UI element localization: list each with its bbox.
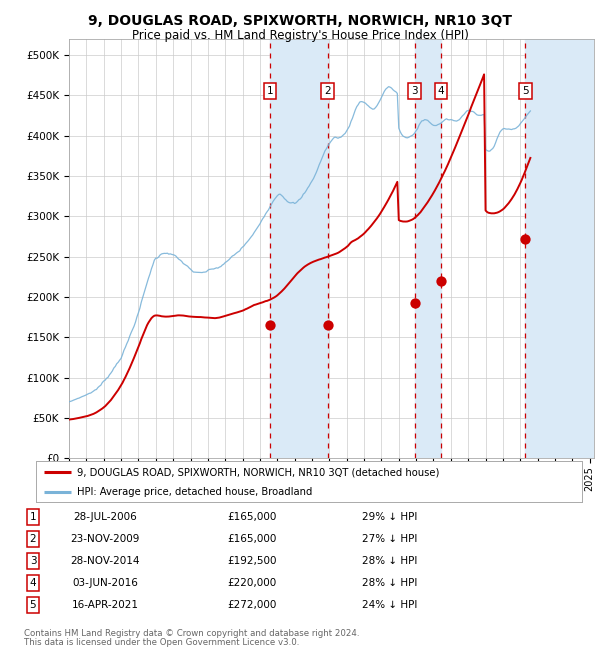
Text: Price paid vs. HM Land Registry's House Price Index (HPI): Price paid vs. HM Land Registry's House …	[131, 29, 469, 42]
Text: 03-JUN-2016: 03-JUN-2016	[72, 578, 138, 588]
Text: £165,000: £165,000	[227, 512, 277, 522]
Text: 9, DOUGLAS ROAD, SPIXWORTH, NORWICH, NR10 3QT (detached house): 9, DOUGLAS ROAD, SPIXWORTH, NORWICH, NR1…	[77, 467, 439, 477]
Text: £272,000: £272,000	[227, 600, 277, 610]
Point	[410, 298, 419, 308]
Text: 27% ↓ HPI: 27% ↓ HPI	[362, 534, 418, 544]
Text: 24% ↓ HPI: 24% ↓ HPI	[362, 600, 418, 610]
Text: 16-APR-2021: 16-APR-2021	[71, 600, 139, 610]
Text: HPI: Average price, detached house, Broadland: HPI: Average price, detached house, Broa…	[77, 487, 313, 497]
Text: 1: 1	[29, 512, 37, 522]
Text: 3: 3	[411, 86, 418, 96]
Text: 28% ↓ HPI: 28% ↓ HPI	[362, 578, 418, 588]
Text: £192,500: £192,500	[227, 556, 277, 566]
Text: Contains HM Land Registry data © Crown copyright and database right 2024.: Contains HM Land Registry data © Crown c…	[24, 629, 359, 638]
Text: £220,000: £220,000	[227, 578, 277, 588]
Point	[265, 320, 275, 330]
Text: This data is licensed under the Open Government Licence v3.0.: This data is licensed under the Open Gov…	[24, 638, 299, 647]
Point	[436, 276, 446, 286]
Bar	[415, 39, 441, 458]
Text: 28-JUL-2006: 28-JUL-2006	[73, 512, 137, 522]
Text: 4: 4	[437, 86, 444, 96]
Text: 29% ↓ HPI: 29% ↓ HPI	[362, 512, 418, 522]
Text: 3: 3	[29, 556, 37, 566]
Text: £165,000: £165,000	[227, 534, 277, 544]
Text: 23-NOV-2009: 23-NOV-2009	[70, 534, 140, 544]
Text: 28% ↓ HPI: 28% ↓ HPI	[362, 556, 418, 566]
Point	[323, 320, 332, 330]
Point	[520, 234, 530, 244]
Text: 9, DOUGLAS ROAD, SPIXWORTH, NORWICH, NR10 3QT: 9, DOUGLAS ROAD, SPIXWORTH, NORWICH, NR1…	[88, 14, 512, 29]
Text: 4: 4	[29, 578, 37, 588]
Text: 5: 5	[522, 86, 529, 96]
Text: 1: 1	[266, 86, 273, 96]
Text: 2: 2	[324, 86, 331, 96]
Text: 5: 5	[29, 600, 37, 610]
Bar	[270, 39, 328, 458]
Text: 2: 2	[29, 534, 37, 544]
Text: 28-NOV-2014: 28-NOV-2014	[70, 556, 140, 566]
Bar	[525, 39, 594, 458]
